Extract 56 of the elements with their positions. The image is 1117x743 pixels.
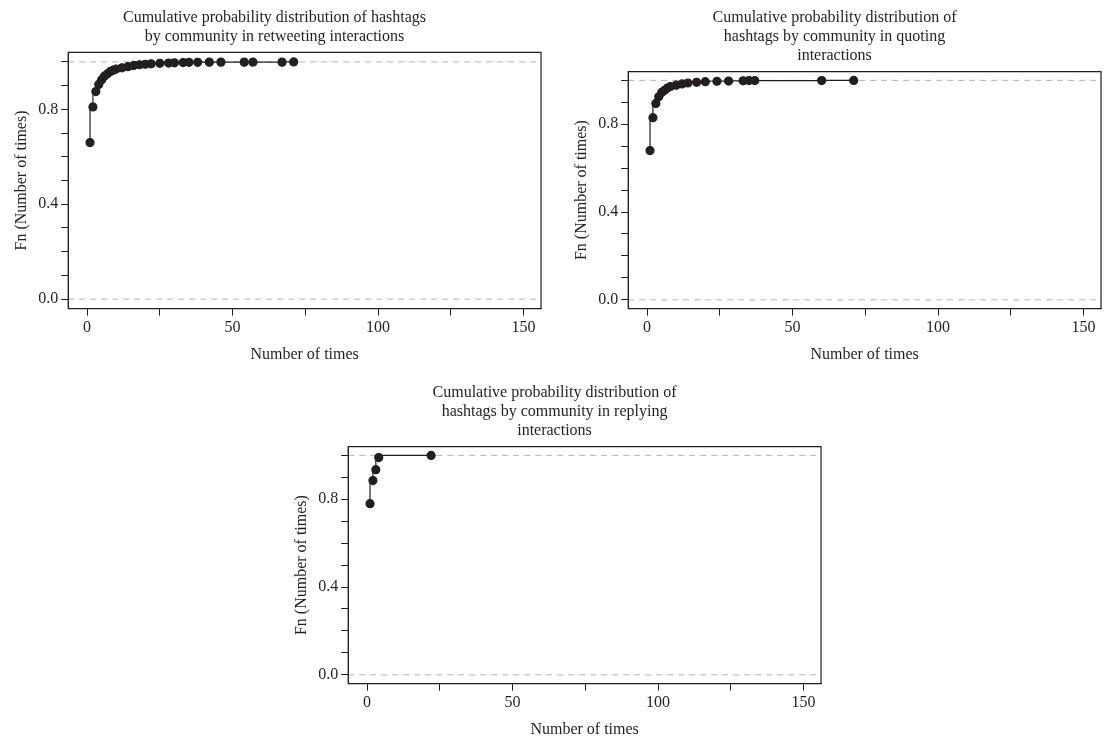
y-tick-label: 0.4 [598, 202, 619, 220]
point [817, 76, 827, 86]
point [645, 146, 655, 156]
x-tick-label: 0 [83, 318, 92, 336]
chart-title: Cumulative probability distribution of hashtags by community in quoting interactions [712, 7, 958, 64]
point [712, 76, 722, 86]
x-axis-title: Number of times [530, 719, 639, 737]
x-tick-label: 0 [363, 693, 372, 711]
point [683, 78, 693, 88]
point [723, 76, 734, 86]
x-tick-label: 150 [511, 318, 536, 336]
x-tick-label: 150 [791, 693, 816, 711]
y-tick-label: 0.0 [38, 289, 59, 307]
point [85, 137, 95, 148]
point [155, 58, 165, 68]
point [216, 57, 226, 67]
chart-title: Cumulative probability distribution of hashtags by community in retweeting interactions [122, 7, 427, 45]
y-tick-label: 0.8 [598, 114, 619, 132]
x-tick-label: 0 [643, 318, 652, 336]
x-tick-label: 50 [784, 318, 801, 336]
y-tick-label: 0.8 [38, 99, 59, 117]
x-tick-label: 100 [366, 318, 391, 336]
point [239, 57, 249, 67]
x-axis-title: Number of times [250, 344, 359, 362]
y-tick-label: 0.4 [38, 194, 59, 212]
x-tick-label: 150 [1071, 318, 1096, 336]
point [700, 77, 710, 87]
point [374, 452, 384, 463]
point [691, 77, 702, 87]
point [371, 465, 381, 475]
point [193, 57, 203, 67]
point [289, 57, 299, 67]
point [88, 102, 98, 112]
y-tick-label: 0.0 [318, 665, 339, 683]
x-axis-title: Number of times [810, 344, 919, 362]
x-tick-label: 100 [926, 318, 951, 336]
y-tick-label: 0.0 [598, 290, 619, 308]
chart-title: Cumulative probability distribution of hashtags by community in replying interactions [432, 382, 678, 439]
point [277, 57, 287, 67]
y-tick-label: 0.4 [318, 577, 339, 595]
y-axis-title: Fn (Number of times) [571, 120, 590, 261]
point [248, 57, 258, 67]
y-axis-title: Fn (Number of times) [11, 110, 30, 251]
x-tick-label: 100 [646, 693, 671, 711]
point [146, 59, 156, 69]
point [426, 450, 436, 460]
x-tick-label: 50 [224, 318, 241, 336]
point [368, 476, 378, 486]
point [849, 75, 859, 85]
x-tick-label: 50 [504, 693, 521, 711]
y-axis-title: Fn (Number of times) [291, 495, 310, 636]
point [648, 113, 658, 123]
point [91, 86, 101, 97]
point [204, 57, 214, 67]
point [365, 499, 375, 509]
y-tick-label: 0.8 [318, 489, 339, 507]
